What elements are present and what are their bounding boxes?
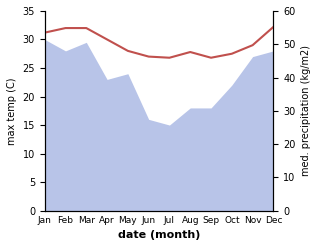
Y-axis label: med. precipitation (kg/m2): med. precipitation (kg/m2) [301,45,311,176]
X-axis label: date (month): date (month) [118,230,200,240]
Y-axis label: max temp (C): max temp (C) [7,77,17,144]
